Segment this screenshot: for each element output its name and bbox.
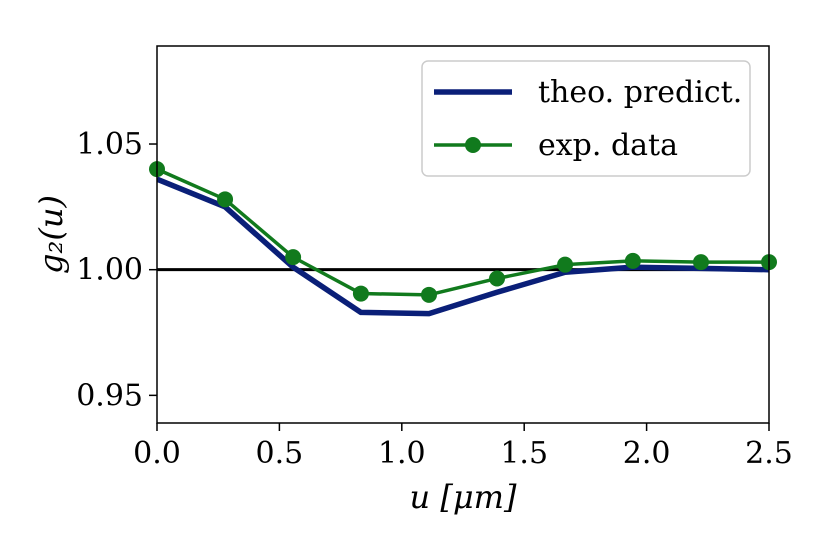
- data-point: [489, 270, 506, 287]
- x-tick-label: 1.0: [378, 436, 426, 471]
- data-point: [352, 285, 369, 302]
- axes-frame: [156, 45, 770, 424]
- data-point: [557, 256, 574, 273]
- x-tick-label: 2.5: [745, 436, 793, 471]
- data-point: [217, 191, 234, 208]
- x-tick-label: 1.5: [500, 436, 548, 471]
- data-point: [420, 286, 437, 303]
- y-tick-label: 0.95: [76, 378, 143, 413]
- data-point: [624, 252, 641, 269]
- x-tick-label: 0.5: [256, 436, 304, 471]
- series-group: [157, 167, 769, 317]
- y-axis-label: g₂(u): [32, 195, 70, 274]
- y-tick-label: 1.05: [76, 127, 143, 162]
- legend: theo. predict. exp. data: [421, 60, 751, 177]
- x-tick-label: 0.0: [133, 436, 181, 471]
- data-point: [285, 249, 302, 266]
- x-axis-label: u [μm]: [410, 478, 517, 516]
- legend-marker: [465, 137, 481, 153]
- series-line-2: [157, 167, 769, 297]
- legend-label-1: theo. predict.: [538, 75, 742, 110]
- series-line-1: [157, 176, 769, 317]
- data-point: [692, 254, 709, 271]
- x-tick-label: 2.0: [623, 436, 671, 471]
- legend-label-2: exp. data: [538, 128, 678, 163]
- y-tick-label: 1.00: [76, 253, 143, 288]
